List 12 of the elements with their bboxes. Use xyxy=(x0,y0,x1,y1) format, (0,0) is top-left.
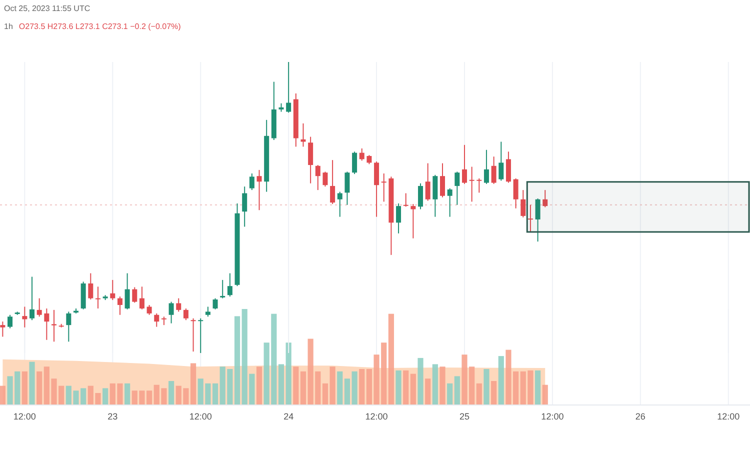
x-tick-label: 12:00 xyxy=(365,411,388,422)
text: O273.5 H273.6 L273.1 C273.1 −0.2 (−0.07%) xyxy=(18,22,182,31)
x-tick-label: 25 xyxy=(459,411,470,422)
text: Oct 25, 2023 11:55 UTC xyxy=(4,4,90,13)
x-tick-label: 26 xyxy=(635,411,646,422)
x-tick-label: 12:00 xyxy=(13,411,36,422)
x-tick-label: 12:00 xyxy=(717,411,740,422)
text: 1h xyxy=(4,22,13,31)
x-tick-label: 24 xyxy=(284,411,294,422)
x-tick-label: 23 xyxy=(108,411,118,422)
x-tick-label: 12:00 xyxy=(541,411,564,422)
x-tick-label: 12:00 xyxy=(189,411,212,422)
